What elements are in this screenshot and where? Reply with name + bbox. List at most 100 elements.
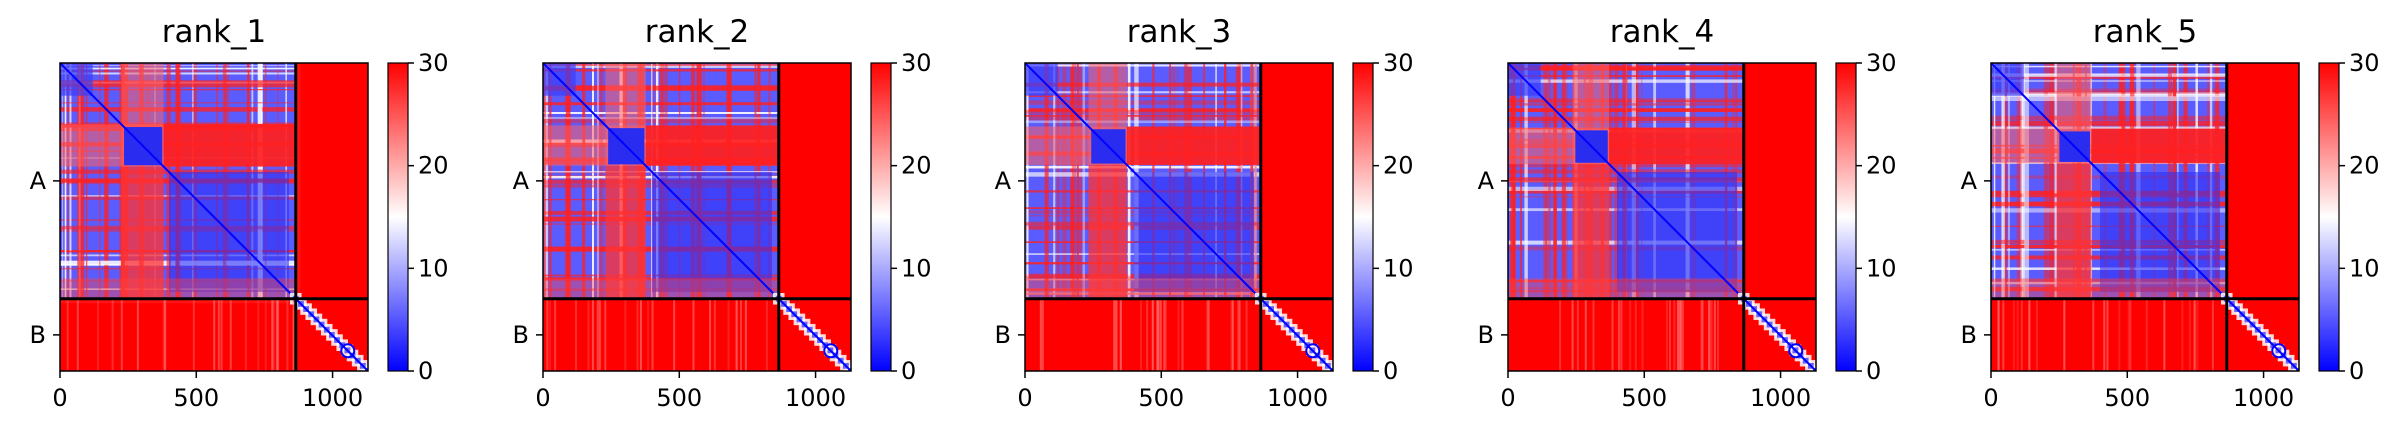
ba-texture bbox=[1673, 298, 1676, 371]
colorbar-tick-label: 20 bbox=[2349, 152, 2380, 180]
ba-texture bbox=[1039, 298, 1042, 371]
ba-texture bbox=[2193, 298, 2196, 371]
heatmap-rank_3 bbox=[1025, 63, 1333, 371]
ba-texture bbox=[271, 298, 274, 371]
stripe-v bbox=[2018, 63, 2022, 299]
stripe-h bbox=[60, 80, 296, 85]
ba-texture bbox=[220, 298, 223, 371]
ba-texture bbox=[2196, 298, 2199, 371]
chart-title: rank_3 bbox=[1127, 14, 1232, 50]
ba-texture bbox=[1678, 298, 1681, 371]
ba-texture bbox=[220, 298, 223, 371]
stripe-h bbox=[1025, 120, 1261, 124]
ba-texture bbox=[1710, 298, 1713, 371]
ba-texture bbox=[1701, 298, 1704, 371]
ba-texture bbox=[591, 298, 594, 371]
ba-texture bbox=[596, 298, 599, 371]
ba-texture bbox=[2193, 298, 2196, 371]
stripe-v bbox=[1127, 63, 1131, 299]
ba-texture bbox=[244, 298, 247, 371]
diagonal-a bbox=[60, 63, 297, 300]
stripe-h bbox=[543, 70, 779, 72]
y-tick-label: B bbox=[1478, 321, 1494, 349]
stripe-v bbox=[550, 63, 552, 299]
red-block-right bbox=[2091, 128, 2227, 164]
ba-texture bbox=[587, 298, 590, 371]
stripe-v bbox=[598, 63, 604, 299]
ba-texture bbox=[2012, 298, 2015, 371]
ba-texture bbox=[599, 298, 602, 371]
stripe-v bbox=[549, 63, 552, 299]
ba-texture bbox=[548, 298, 551, 371]
colorbar bbox=[2318, 62, 2340, 372]
ba-texture bbox=[213, 298, 216, 371]
ba-texture bbox=[275, 298, 278, 371]
ba-texture bbox=[2016, 298, 2019, 371]
colorbar-tick-label: 0 bbox=[2349, 357, 2364, 385]
colorbar-tick-label: 10 bbox=[2349, 254, 2380, 282]
stripe-v bbox=[1044, 63, 1049, 299]
stripe-v bbox=[2054, 63, 2058, 299]
ba-texture bbox=[598, 298, 601, 371]
diagonal-b bbox=[2226, 298, 2299, 371]
y-tick-label: B bbox=[995, 321, 1011, 349]
chart-title: rank_1 bbox=[162, 14, 267, 50]
ba-texture bbox=[713, 298, 716, 371]
stripe-v bbox=[1993, 63, 1996, 299]
stripe-h bbox=[543, 118, 779, 124]
ba-texture bbox=[647, 298, 650, 371]
stripe-h bbox=[1991, 80, 2227, 82]
heatmap-rank_2 bbox=[543, 63, 851, 371]
stripe-v bbox=[1070, 63, 1074, 299]
stripe-v bbox=[2024, 63, 2030, 299]
y-tick-label: B bbox=[1961, 321, 1977, 349]
stripe-v bbox=[544, 63, 546, 299]
red-block-right bbox=[1126, 126, 1261, 165]
stripe-h bbox=[543, 64, 779, 66]
y-tick-label: A bbox=[1961, 167, 1978, 195]
colorbar-tick-label: 30 bbox=[1866, 49, 1897, 77]
stripe-v bbox=[1025, 63, 1029, 299]
ba-texture bbox=[735, 298, 738, 371]
x-tick-label: 0 bbox=[1500, 384, 1515, 412]
panel-rank_4: rank_4 0 500 1000 A B 0 10 20 30 bbox=[1478, 14, 1897, 412]
heatmap-rank_4 bbox=[1508, 63, 1816, 371]
ba-texture bbox=[2028, 298, 2031, 371]
x-tick-label: 1000 bbox=[1750, 384, 1811, 412]
chart-title: rank_4 bbox=[1610, 14, 1715, 50]
x-tick-label: 1000 bbox=[1267, 384, 1328, 412]
stripe-h bbox=[543, 85, 779, 91]
b-loop bbox=[1305, 343, 1321, 359]
stripe-h bbox=[1025, 64, 1261, 67]
stripe-v bbox=[1254, 63, 1257, 299]
ba-texture bbox=[1206, 298, 1209, 371]
ba-texture bbox=[2103, 298, 2106, 371]
x-tick-label: 500 bbox=[2104, 384, 2150, 412]
ba-texture bbox=[2063, 298, 2066, 371]
stripe-h bbox=[1025, 95, 1261, 98]
stripe-v bbox=[1062, 63, 1067, 299]
ba-texture bbox=[2181, 298, 2184, 371]
colorbar-tick-label: 0 bbox=[1383, 357, 1398, 385]
stripe-h bbox=[543, 171, 779, 173]
stripe-v bbox=[565, 63, 571, 299]
stripe-h bbox=[1025, 114, 1261, 117]
plot-frame bbox=[1507, 62, 1817, 372]
colorbar bbox=[387, 62, 409, 372]
y-tick-label: A bbox=[995, 167, 1012, 195]
stripe-h bbox=[1991, 90, 2227, 94]
ba-texture bbox=[1668, 298, 1671, 371]
colorbar-tick-label: 10 bbox=[1866, 254, 1897, 282]
stripe-v bbox=[1057, 63, 1060, 299]
stripe-v bbox=[81, 63, 85, 299]
ba-texture bbox=[1164, 298, 1167, 371]
ba-texture bbox=[76, 298, 79, 371]
colorbar bbox=[1835, 62, 1857, 372]
ba-texture bbox=[1114, 298, 1117, 371]
ba-texture bbox=[120, 298, 123, 371]
ba-texture bbox=[1207, 298, 1210, 371]
stripe-v bbox=[596, 63, 600, 299]
ba-texture bbox=[1177, 298, 1180, 371]
ba-texture bbox=[1181, 298, 1184, 371]
colorbar bbox=[870, 62, 892, 372]
